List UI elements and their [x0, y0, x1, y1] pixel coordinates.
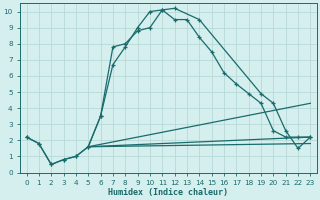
- X-axis label: Humidex (Indice chaleur): Humidex (Indice chaleur): [108, 188, 228, 197]
